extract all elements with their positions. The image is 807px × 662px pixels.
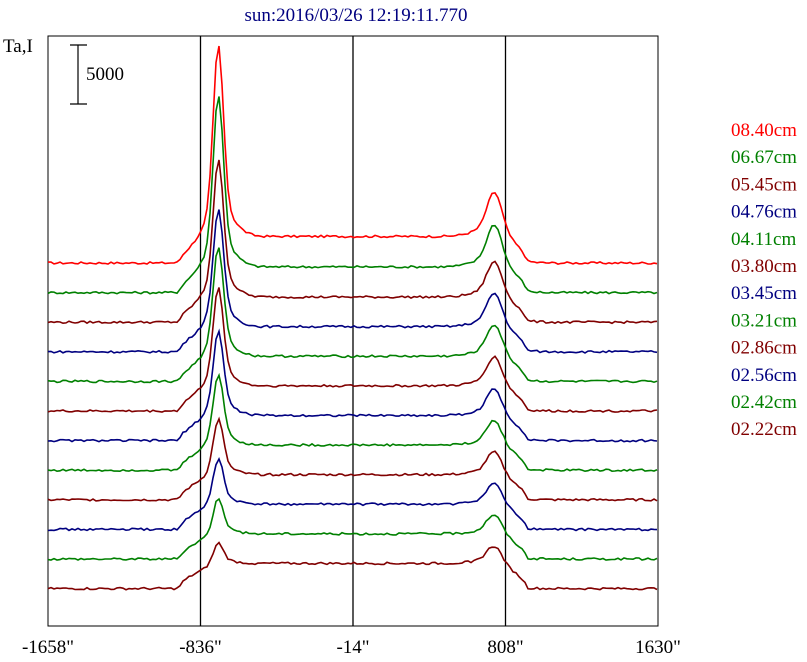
vertical-markers (199, 36, 507, 626)
legend-entry: 04.11cm (731, 229, 796, 250)
x-tick-label: -836" (179, 637, 222, 658)
legend-entry: 02.22cm (731, 419, 797, 440)
legend-entry: 03.45cm (731, 283, 797, 304)
chart-title: sun:2016/03/26 12:19:11.770 (244, 5, 467, 26)
series-line-08.40cm (48, 45, 658, 265)
legend-entry: 08.40cm (731, 120, 797, 141)
legend-entry: 03.21cm (731, 310, 797, 331)
x-tick-label: -14" (336, 637, 369, 658)
series-group (47, 45, 658, 591)
series-line-03.80cm (47, 287, 658, 413)
series-line-03.21cm (47, 372, 658, 473)
x-tick-labels: -1658" -836" -14" 808" 1630" (22, 637, 681, 658)
series-line-02.86cm (47, 416, 658, 502)
series-line-02.42cm (47, 497, 658, 561)
y-axis-label: Ta,I (3, 36, 33, 57)
x-tick-label: 808" (487, 637, 523, 658)
legend-entry: 02.86cm (731, 338, 797, 359)
series-line-04.76cm (47, 209, 658, 354)
legend: 08.40cm 06.67cm 05.45cm 04.76cm 04.11cm 03.80… (731, 120, 797, 440)
legend-entry: 05.45cm (731, 174, 797, 195)
legend-entry: 06.67cm (731, 147, 797, 168)
scale-bar-label: 5000 (86, 64, 124, 85)
series-line-02.22cm (47, 541, 658, 591)
series-line-02.56cm (47, 457, 658, 532)
series-line-05.45cm (47, 159, 658, 325)
x-tick-label: 1630" (635, 637, 681, 658)
series-line-06.67cm (47, 96, 658, 295)
series-line-03.45cm (47, 328, 658, 443)
legend-entry: 03.80cm (731, 256, 797, 277)
x-tick-label: -1658" (22, 637, 74, 658)
legend-entry: 04.76cm (731, 202, 797, 223)
series-line-04.11cm (47, 247, 658, 384)
legend-entry: 02.42cm (731, 392, 797, 413)
legend-entry: 02.56cm (731, 365, 797, 386)
scale-bar: 5000 (70, 44, 124, 105)
